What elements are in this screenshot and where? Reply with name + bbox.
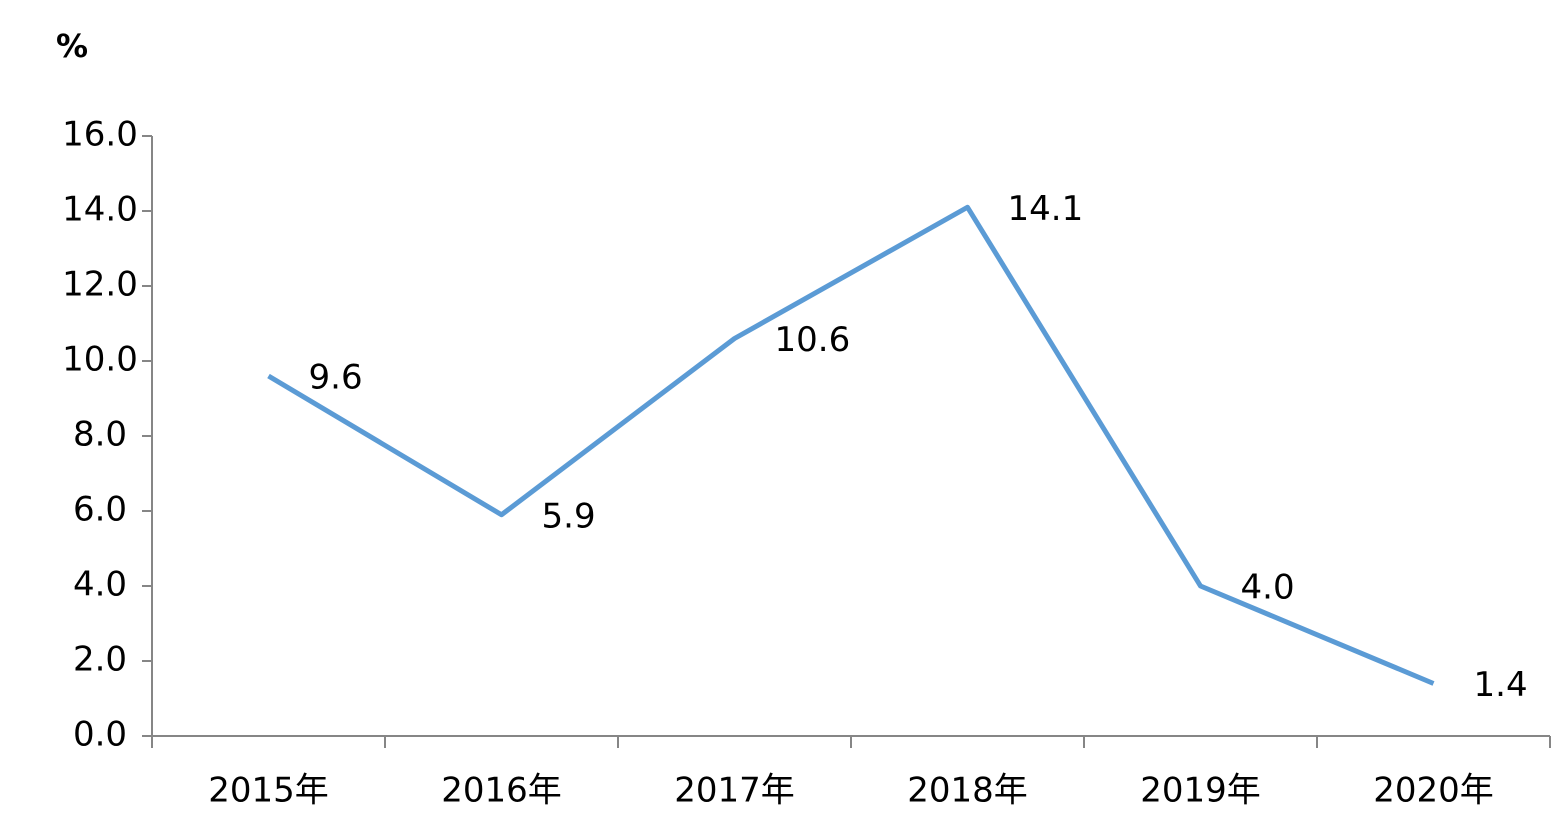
data-label: 4.0 [1241, 568, 1295, 608]
data-label: 14.1 [1008, 189, 1084, 229]
y-tick-label: 8.0 [73, 415, 127, 455]
y-tick-label: 6.0 [73, 490, 127, 530]
y-tick-label: 16.0 [62, 115, 138, 155]
y-tick-label: 2.0 [73, 640, 127, 680]
series-line [267, 204, 1435, 686]
x-tick-label: 2019年 [1140, 771, 1261, 811]
y-tick-label: 0.0 [73, 715, 127, 755]
y-axis-label: % [56, 27, 88, 65]
x-tick-label: 2017年 [674, 771, 795, 811]
x-tick-label: 2020年 [1373, 771, 1494, 811]
data-label: 10.6 [775, 320, 851, 360]
data-label: 5.9 [542, 496, 596, 536]
y-tick-label: 12.0 [62, 265, 138, 305]
y-tick-label: 4.0 [73, 565, 127, 605]
data-label: 9.6 [309, 358, 363, 398]
y-tick-label: 14.0 [62, 190, 138, 230]
y-tick-label: 10.0 [62, 340, 138, 380]
data-label: 1.4 [1474, 665, 1528, 705]
x-tick-label: 2016年 [441, 771, 562, 811]
x-tick-label: 2015年 [208, 771, 329, 811]
x-tick-label: 2018年 [907, 771, 1028, 811]
